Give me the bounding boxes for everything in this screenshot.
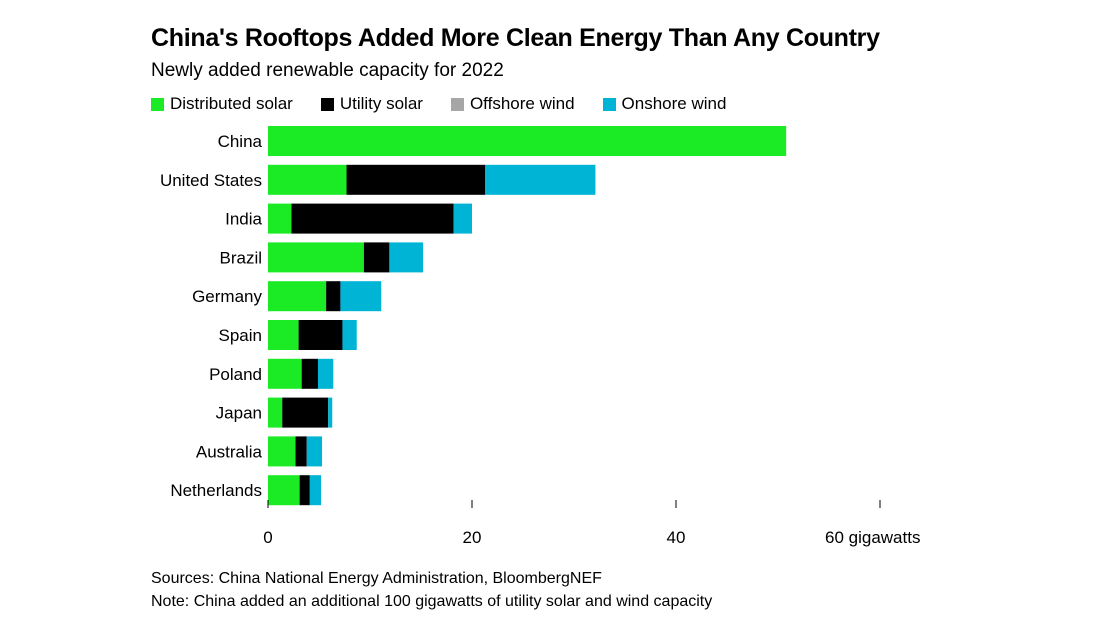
bar-segment-distributed-solar — [268, 126, 787, 156]
chart-legend: Distributed solar Utility solar Offshore… — [151, 94, 754, 114]
bar-segment-onshore-wind — [328, 397, 333, 428]
bar-segment-utility-solar — [282, 397, 329, 428]
legend-item-offshore-wind: Offshore wind — [450, 94, 575, 114]
legend-swatch — [602, 97, 616, 111]
sources-text: Sources: China National Energy Administr… — [151, 570, 602, 587]
bar-segment-distributed-solar — [268, 436, 296, 467]
note-text: Note: China added an additional 100 giga… — [151, 593, 713, 610]
bar-segment-utility-solar — [363, 242, 390, 273]
bar-segment-onshore-wind — [309, 475, 322, 506]
bar-segment-distributed-solar — [268, 397, 283, 428]
legend-item-onshore-wind: Onshore wind — [602, 94, 727, 114]
bar-segment-utility-solar — [299, 475, 310, 506]
chart-subtitle: Newly added renewable capacity for 2022 — [151, 60, 504, 81]
legend-label: Onshore wind — [621, 94, 727, 113]
bar-segment-distributed-solar — [268, 164, 347, 195]
x-tick-label: 20 — [463, 528, 482, 547]
bar-segment-utility-solar — [346, 164, 486, 195]
legend-swatch — [320, 97, 334, 111]
legend-label: Offshore wind — [469, 94, 575, 113]
bar-segment-onshore-wind — [342, 320, 357, 350]
bar-segment-utility-solar — [291, 203, 454, 234]
category-label: Netherlands — [170, 481, 262, 500]
bar-segment-distributed-solar — [268, 320, 299, 350]
bar-segment-utility-solar — [301, 358, 318, 389]
chart-title: China's Rooftops Added More Clean Energy… — [151, 24, 880, 52]
category-label: India — [225, 210, 262, 229]
bar-segment-distributed-solar — [268, 281, 327, 312]
bar-segment-distributed-solar — [268, 475, 300, 506]
legend-item-utility-solar: Utility solar — [320, 94, 423, 114]
bar-segment-distributed-solar — [268, 242, 364, 273]
category-label: China — [218, 132, 263, 151]
bar-segment-utility-solar — [298, 320, 343, 350]
category-label: United States — [160, 171, 262, 190]
category-label: Brazil — [219, 248, 262, 267]
x-tick-label: 60 gigawatts — [825, 528, 920, 547]
legend-label: Distributed solar — [170, 94, 293, 113]
x-tick-label: 0 — [263, 528, 272, 547]
bar-segment-onshore-wind — [389, 242, 424, 273]
legend-swatch — [450, 97, 464, 111]
category-label: Germany — [192, 287, 262, 306]
category-label: Australia — [196, 442, 263, 461]
bar-segment-onshore-wind — [317, 358, 334, 389]
category-label: Japan — [216, 404, 262, 423]
category-label: Spain — [219, 326, 262, 345]
bar-segment-onshore-wind — [306, 436, 323, 467]
bar-segment-onshore-wind — [485, 164, 596, 195]
bar-segment-onshore-wind — [340, 281, 382, 312]
legend-label: Utility solar — [339, 94, 423, 113]
category-label: Poland — [209, 365, 262, 384]
bar-segment-onshore-wind — [453, 203, 472, 234]
bar-segment-utility-solar — [326, 281, 341, 312]
bar-segment-distributed-solar — [268, 358, 302, 389]
bar-segment-utility-solar — [295, 436, 307, 467]
legend-item-distributed-solar: Distributed solar — [151, 94, 293, 114]
bar-segment-distributed-solar — [268, 203, 292, 234]
x-tick-label: 40 — [667, 528, 686, 547]
legend-swatch — [151, 97, 164, 111]
